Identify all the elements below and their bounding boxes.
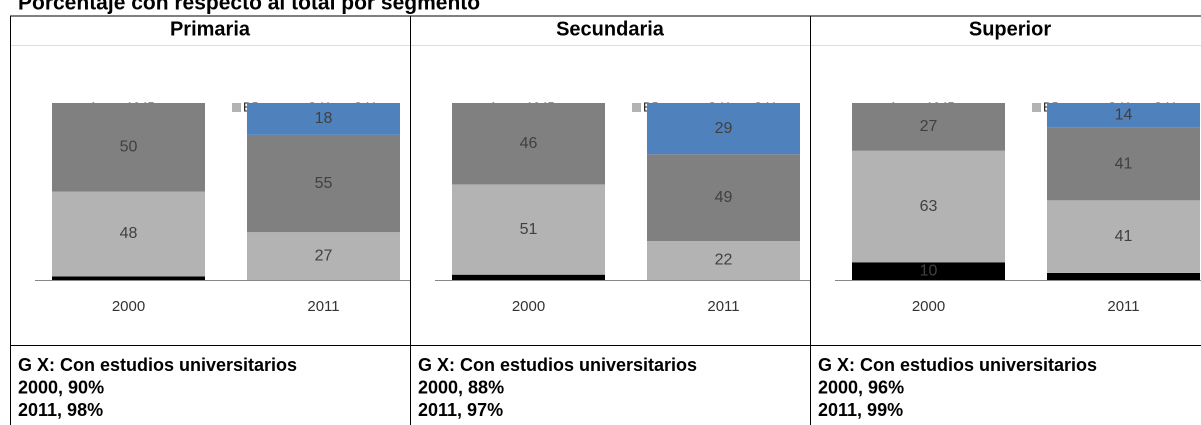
bar-segment bbox=[1047, 127, 1200, 201]
note-line: 2011, 98% bbox=[18, 400, 103, 420]
note-line: 2000, 96% bbox=[818, 377, 904, 397]
bar-segment bbox=[452, 103, 605, 185]
note-line: 2000, 90% bbox=[18, 377, 104, 397]
bar-segment bbox=[247, 103, 400, 135]
note-line: G X: Con estudios universitarios bbox=[818, 355, 1097, 375]
data-label: 48 bbox=[120, 225, 138, 242]
legend-swatch bbox=[1032, 103, 1041, 112]
x-tick-label: 2011 bbox=[307, 298, 339, 315]
panel-header: Secundaria bbox=[556, 18, 665, 40]
data-label: 18 bbox=[315, 110, 333, 127]
panel-header: Superior bbox=[969, 18, 1051, 40]
data-label: 50 bbox=[120, 138, 138, 155]
data-label: 27 bbox=[315, 247, 333, 264]
bar-segment bbox=[852, 262, 1005, 280]
bar-segment bbox=[852, 103, 1005, 151]
data-label: 46 bbox=[520, 135, 538, 152]
bar-segment bbox=[52, 191, 205, 277]
bar-segment bbox=[852, 150, 1005, 263]
data-label: 29 bbox=[715, 120, 733, 137]
data-label: 41 bbox=[1115, 155, 1133, 172]
data-label: 10 bbox=[920, 262, 938, 279]
bar-segment bbox=[247, 232, 400, 280]
data-label: 27 bbox=[920, 118, 938, 135]
data-label: 55 bbox=[315, 175, 333, 192]
x-tick-label: 2000 bbox=[512, 298, 545, 315]
table-frame bbox=[10, 15, 1201, 425]
data-label: 14 bbox=[1115, 107, 1133, 124]
data-label: 51 bbox=[520, 221, 538, 238]
page-title: Porcentaje con respecto al total por seg… bbox=[18, 0, 480, 15]
legend-swatch bbox=[232, 103, 241, 112]
data-label: 49 bbox=[715, 189, 733, 206]
legend-swatch bbox=[632, 103, 641, 112]
bar-segment bbox=[52, 103, 205, 192]
data-label: 63 bbox=[920, 198, 938, 215]
bar-segment bbox=[647, 154, 800, 242]
data-label: 22 bbox=[715, 252, 733, 269]
bar-segment bbox=[1047, 200, 1200, 273]
x-tick-label: 2000 bbox=[112, 298, 145, 315]
bar-segment bbox=[1047, 272, 1200, 280]
bar-segment bbox=[1047, 103, 1200, 128]
note-line: 2000, 88% bbox=[418, 377, 504, 397]
bar-segment bbox=[247, 134, 400, 233]
x-tick-label: 2011 bbox=[707, 298, 739, 315]
x-tick-label: 2011 bbox=[1107, 298, 1139, 315]
note-line: 2011, 99% bbox=[818, 400, 903, 420]
panel-header: Primaria bbox=[170, 18, 251, 40]
bar-segment bbox=[52, 276, 205, 280]
note-line: 2011, 97% bbox=[418, 400, 503, 420]
bar-segment bbox=[647, 241, 800, 280]
data-label: 41 bbox=[1115, 228, 1133, 245]
bar-segment bbox=[452, 184, 605, 275]
x-tick-label: 2000 bbox=[912, 298, 945, 315]
note-line: G X: Con estudios universitarios bbox=[18, 355, 297, 375]
bar-segment bbox=[452, 274, 605, 280]
bar-segment bbox=[647, 103, 800, 155]
note-line: G X: Con estudios universitarios bbox=[418, 355, 697, 375]
